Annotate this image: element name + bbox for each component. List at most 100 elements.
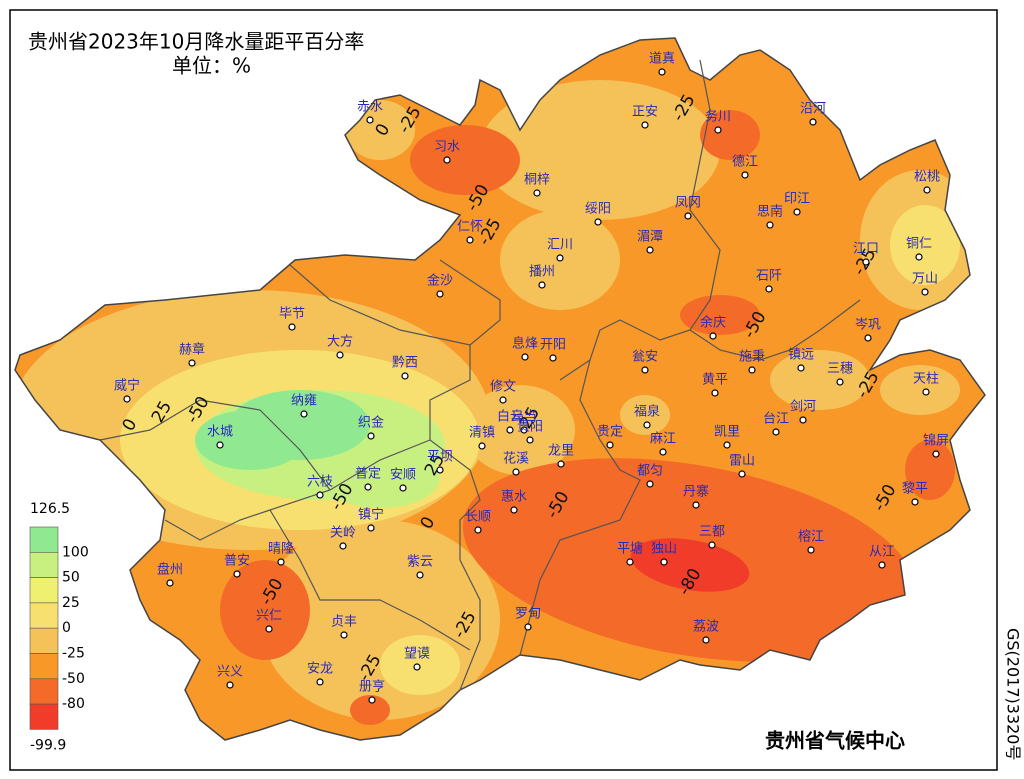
city-dot <box>741 171 749 179</box>
precip-zone <box>770 350 870 410</box>
city-label: 习水 <box>434 140 460 155</box>
city-label: 息烽 <box>512 336 538 352</box>
city-dot <box>799 416 807 424</box>
city-label: 晴隆 <box>268 542 294 557</box>
city-dot <box>399 484 407 492</box>
city-dot <box>738 470 746 478</box>
city-dot <box>797 364 805 372</box>
legend-label: 0 <box>62 620 71 636</box>
city-label: 施秉 <box>739 349 765 365</box>
city-label: 平塘 <box>617 541 643 557</box>
city-label: 独山 <box>651 542 677 557</box>
city-label: 麻江 <box>650 432 676 447</box>
city-dot <box>367 432 375 440</box>
precip-zone <box>620 395 670 435</box>
city-dot <box>265 625 273 633</box>
city-dot <box>646 480 654 488</box>
city-label: 思南 <box>757 204 783 220</box>
city-dot <box>336 351 344 359</box>
city-dot <box>521 353 529 361</box>
city-dot <box>658 68 666 76</box>
city-label: 正安 <box>632 105 658 120</box>
legend-label: -80 <box>62 696 85 712</box>
city-label: 务川 <box>705 109 731 125</box>
city-dot <box>368 696 376 704</box>
city-label: 德江 <box>732 155 758 170</box>
city-dot <box>339 542 347 550</box>
city-label: 松桃 <box>914 170 940 185</box>
city-dot <box>748 366 756 374</box>
city-label: 丹寨 <box>683 484 709 500</box>
precip-zone <box>880 365 960 415</box>
city-label: 锦屏 <box>923 434 949 449</box>
precip-zone <box>350 695 390 725</box>
city-dot <box>915 253 923 261</box>
city-dot <box>524 623 532 631</box>
city-dot <box>878 561 886 569</box>
legend-swatch <box>29 678 59 705</box>
city-label: 三都 <box>699 525 725 540</box>
city-dot <box>659 448 667 456</box>
city-dot <box>922 388 930 396</box>
city-dot <box>766 221 774 229</box>
precip-zone <box>465 385 575 475</box>
city-label: 罗甸 <box>515 607 541 622</box>
city-dot <box>166 579 174 587</box>
city-label: 榕江 <box>798 530 824 545</box>
legend-swatch <box>29 703 59 730</box>
city-dot <box>512 468 520 476</box>
legend-label: 25 <box>62 595 80 611</box>
city-label: 水城 <box>207 425 233 440</box>
city-dot <box>499 396 507 404</box>
city-dot <box>626 558 634 566</box>
city-label: 赤水 <box>357 100 383 115</box>
city-label: 安龙 <box>307 662 333 677</box>
city-label: 兴仁 <box>256 609 282 624</box>
legend-label: 100 <box>62 544 89 560</box>
city-label: 瓮安 <box>632 350 658 365</box>
city-label: 汇川 <box>547 238 573 253</box>
city-label: 仁怀 <box>457 220 483 235</box>
legend-swatch <box>29 602 59 629</box>
city-dot <box>188 359 196 367</box>
city-label: 岑巩 <box>855 318 881 333</box>
city-dot <box>660 558 668 566</box>
city-dot <box>300 410 308 418</box>
city-dot <box>366 116 374 124</box>
map-title: 贵州省2023年10月降水量距平百分率 <box>28 30 364 54</box>
legend-swatch <box>29 653 59 680</box>
city-dot <box>340 631 348 639</box>
city-label: 修文 <box>490 380 516 395</box>
city-dot <box>277 558 285 566</box>
city-dot <box>316 491 324 499</box>
city-dot <box>765 285 773 293</box>
city-dot <box>533 189 541 197</box>
city-label: 六枝 <box>307 475 333 490</box>
city-label: 三穗 <box>827 362 853 377</box>
city-label: 威宁 <box>114 378 140 394</box>
city-dot <box>436 466 444 474</box>
city-label: 荔波 <box>693 620 719 635</box>
city-label: 沿河 <box>800 102 826 117</box>
city-label: 铜仁 <box>906 237 932 252</box>
city-label: 大方 <box>327 334 353 350</box>
legend: 126.5 100 50 25 0 -25 -50 -80 -99.9 <box>29 501 89 753</box>
city-dot <box>807 546 815 554</box>
precip-zone <box>220 560 310 660</box>
city-label: 花溪 <box>503 451 529 467</box>
city-label: 兴义 <box>217 665 243 680</box>
city-dot <box>641 366 649 374</box>
city-label: 乌当 <box>511 409 537 425</box>
city-dot <box>692 501 700 509</box>
city-dot <box>702 636 710 644</box>
city-dot <box>556 254 564 262</box>
city-dot <box>416 571 424 579</box>
precip-zone <box>380 635 460 695</box>
precip-zone <box>905 440 955 500</box>
city-label: 织金 <box>358 415 384 431</box>
unit: 单位：% <box>172 54 251 78</box>
city-dot <box>684 212 692 220</box>
city-dot <box>520 426 528 434</box>
city-dot <box>594 218 602 226</box>
city-label: 桐梓 <box>524 173 550 188</box>
